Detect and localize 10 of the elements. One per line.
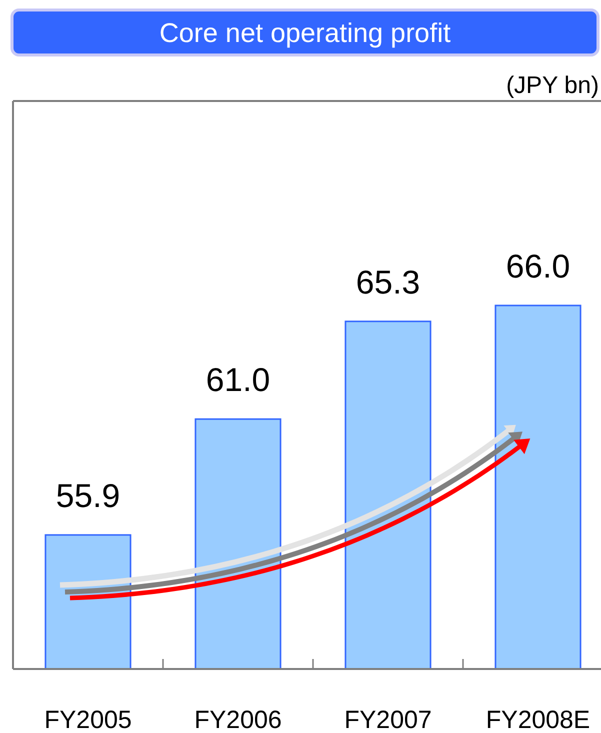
x-tick-label: FY2007 xyxy=(344,706,432,733)
data-label: 61.0 xyxy=(206,361,270,398)
chart-title: Core net operating profit xyxy=(159,18,452,48)
data-label: 65.3 xyxy=(356,263,420,300)
x-tick-label: FY2006 xyxy=(194,706,282,733)
data-label: 55.9 xyxy=(56,476,120,514)
data-label: 66.0 xyxy=(506,247,570,284)
x-tick-label: FY2008E xyxy=(486,706,590,733)
x-tick-label: FY2005 xyxy=(44,706,132,733)
y-axis-title: (JPY bn) xyxy=(506,72,599,99)
